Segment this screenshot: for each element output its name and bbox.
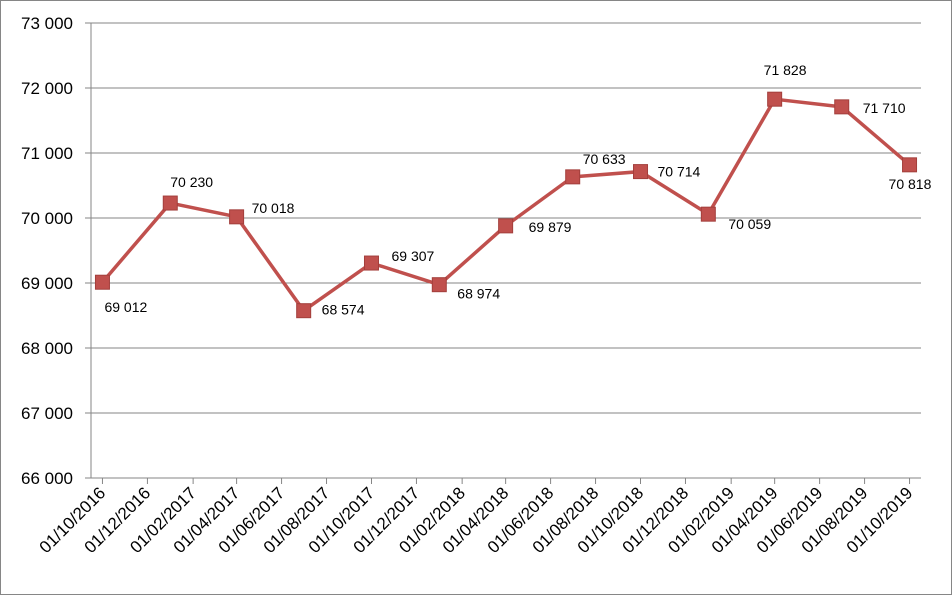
y-tick-label: 68 000 [21,339,73,358]
data-point-marker [94,274,110,290]
data-point-marker [498,218,514,234]
y-tick-label: 72 000 [21,79,73,98]
series-line [101,97,911,313]
data-label: 71 710 [863,100,906,116]
data-point-marker [902,157,918,173]
y-tick-label: 71 000 [21,144,73,163]
y-tick-label: 73 000 [21,14,73,33]
data-labels: 69 012 70 230 70 018 68 574 69 307 68 974 69 8… [104,62,931,318]
data-point-marker [834,99,850,115]
data-label: 71 828 [764,62,807,78]
data-label: 70 230 [170,174,213,190]
data-point-marker [700,206,716,222]
data-point-marker [229,209,245,225]
data-point-marker [162,195,178,211]
data-point-marker [431,277,447,293]
data-label: 69 012 [104,299,147,315]
data-label: 68 574 [322,302,365,318]
data-label: 69 307 [391,248,434,264]
x-axis-ticks: 01/10/201601/12/201601/02/201701/04/2017… [36,483,917,557]
y-tick-label: 69 000 [21,274,73,293]
y-tick-label: 66 000 [21,469,73,488]
data-label: 70 818 [889,176,932,192]
y-tick-label: 70 000 [21,209,73,228]
y-tick-label: 67 000 [21,404,73,423]
data-label: 69 879 [529,219,572,235]
gridlines [91,22,921,414]
data-point-marker [767,91,783,107]
data-point-marker [363,255,379,271]
data-point-marker [633,164,649,180]
y-axis-ticks: 66 000 67 000 68 000 69 000 70 000 71 000 72 0… [21,14,73,488]
data-point-marker [565,169,581,185]
data-label: 68 974 [457,286,500,302]
data-label: 70 018 [252,200,295,216]
axes [85,22,921,484]
data-point-marker [296,303,312,319]
series-markers [94,91,918,319]
series-polyline [101,97,911,313]
data-label: 70 059 [728,216,771,232]
data-label: 70 633 [583,151,626,167]
data-label: 70 714 [658,164,701,180]
